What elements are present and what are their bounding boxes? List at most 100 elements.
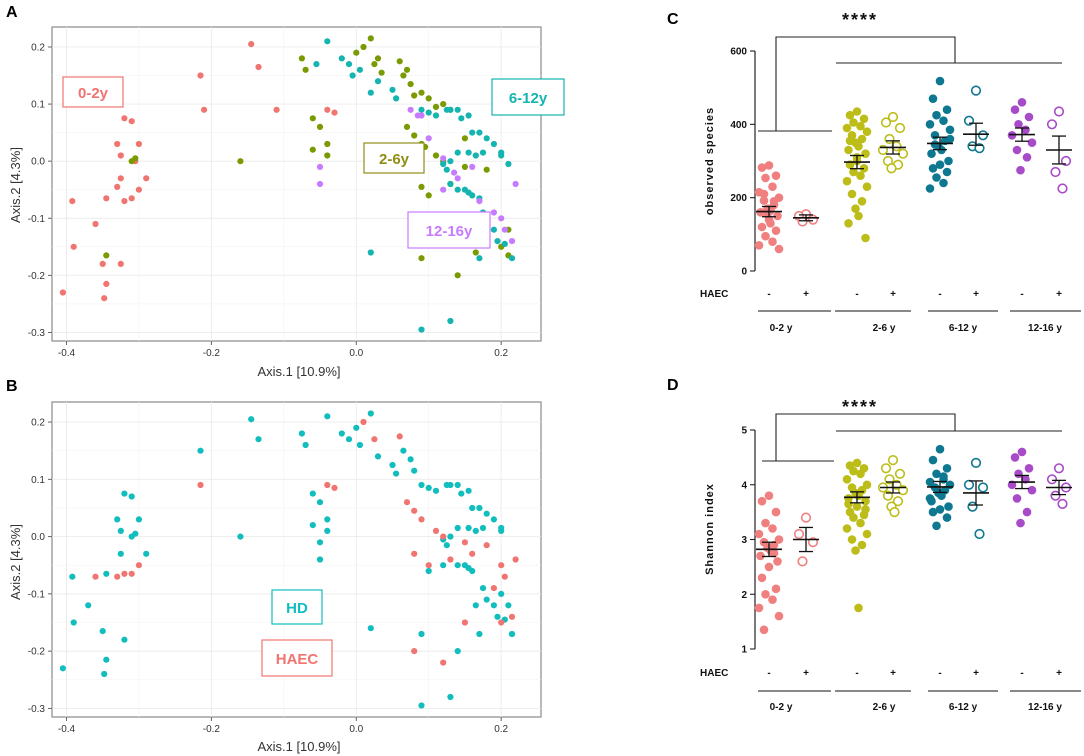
data-point (324, 140, 331, 148)
group-label-haec: HAEC (276, 651, 319, 668)
data-point (121, 570, 128, 577)
x-tick-label: -0.2 (203, 724, 221, 735)
data-point (977, 130, 989, 141)
data-point (483, 135, 490, 142)
haec-mark: + (890, 668, 896, 679)
data-point (771, 584, 781, 594)
data-point (849, 466, 858, 476)
data-point (842, 475, 852, 484)
data-point (324, 38, 331, 45)
group-label-box-hd (271, 589, 323, 625)
data-point (856, 518, 865, 528)
data-point (483, 596, 490, 603)
data-point (842, 123, 852, 133)
data-point (117, 175, 124, 182)
data-point (121, 636, 128, 643)
data-point (490, 516, 497, 523)
data-point (418, 183, 425, 190)
data-point (418, 630, 425, 638)
category-label: 0-2 y (770, 323, 793, 334)
data-point (945, 125, 955, 135)
y-tick-label: 2 (741, 590, 747, 601)
data-point (338, 430, 345, 437)
data-point (757, 222, 767, 232)
data-point (854, 603, 863, 613)
data-point (970, 457, 982, 469)
data-point (476, 129, 483, 136)
data-point (324, 527, 331, 535)
data-point (508, 238, 516, 245)
y-tick-label: 0 (741, 267, 747, 278)
data-point (345, 61, 353, 68)
data-point (469, 504, 476, 512)
data-point (769, 548, 779, 558)
data-point (494, 238, 501, 245)
data-point (852, 458, 862, 468)
data-point (324, 481, 331, 489)
data-point (367, 625, 374, 632)
data-point (469, 163, 476, 170)
data-point (237, 533, 244, 540)
data-point (128, 195, 135, 202)
data-point (498, 149, 505, 156)
data-point (356, 66, 363, 73)
data-point (411, 92, 418, 99)
data-point (476, 255, 483, 262)
data-point (894, 468, 906, 479)
data-point (842, 176, 852, 186)
data-point (942, 105, 952, 114)
haec-mark: - (938, 289, 941, 300)
data-point (512, 556, 519, 563)
data-point (861, 233, 870, 243)
data-point (862, 529, 872, 539)
data-point (771, 507, 781, 517)
y-tick-label: 5 (741, 426, 747, 437)
y-axis-label-d: Shannon index (704, 483, 716, 575)
data-point (367, 410, 374, 417)
data-point (418, 255, 425, 262)
data-point (432, 152, 440, 159)
data-point (935, 444, 945, 454)
data-point (862, 127, 872, 136)
data-point (928, 455, 938, 465)
data-point (892, 496, 904, 507)
data-point (197, 481, 204, 489)
data-point (928, 164, 938, 173)
data-point (103, 195, 110, 202)
data-point (418, 106, 425, 113)
haec-row-label-c: HAEC (700, 289, 728, 300)
data-point (454, 106, 461, 113)
y-tick-label: -0.2 (28, 271, 46, 282)
data-point (498, 215, 505, 222)
data-point (378, 69, 385, 76)
data-point (974, 528, 985, 540)
data-point (761, 518, 770, 528)
data-point (963, 479, 975, 490)
observed-species-plot: observed species **** HAEC 0 200 400 600 - +… (700, 10, 1081, 334)
pcoa-haec-plot: Axis.1 [10.9%] Axis.2 [4.3%] -0.4 -0.2 0.0… (8, 401, 542, 754)
data-point (396, 58, 403, 65)
data-point (374, 78, 382, 85)
data-point (505, 160, 512, 168)
plot-frame (51, 26, 542, 342)
x-tick-label: -0.4 (58, 348, 76, 359)
data-point (197, 447, 204, 454)
data-point (345, 436, 353, 443)
haec-mark: - (767, 289, 770, 300)
data-point (400, 72, 407, 79)
data-point (774, 244, 784, 254)
data-point (472, 249, 479, 256)
data-point (360, 418, 367, 426)
data-point (132, 530, 139, 537)
data-point (101, 295, 108, 302)
data-point (1027, 485, 1037, 495)
data-point (121, 115, 128, 122)
data-point (440, 101, 447, 108)
data-point (490, 209, 497, 216)
x-tick-label: 0.0 (349, 724, 363, 735)
data-point (1024, 464, 1034, 473)
data-point (945, 134, 955, 144)
group-label-0-2y: 0-2y (78, 85, 109, 102)
data-point (472, 152, 479, 159)
data-point (425, 562, 432, 569)
